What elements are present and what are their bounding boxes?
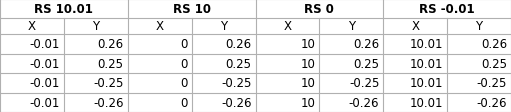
Text: 0.25: 0.25: [225, 57, 251, 70]
Text: -0.25: -0.25: [94, 77, 124, 89]
Text: 10: 10: [300, 57, 315, 70]
Text: -0.25: -0.25: [221, 77, 251, 89]
Text: RS 10: RS 10: [173, 3, 211, 16]
Text: 10: 10: [300, 96, 315, 109]
Text: 0.26: 0.26: [98, 38, 124, 51]
Text: -0.25: -0.25: [477, 77, 507, 89]
Text: X: X: [28, 20, 36, 33]
Text: 0.25: 0.25: [481, 57, 507, 70]
Text: 0: 0: [180, 57, 188, 70]
Text: RS -0.01: RS -0.01: [420, 3, 475, 16]
Text: -0.26: -0.26: [93, 96, 124, 109]
Text: 0.25: 0.25: [98, 57, 124, 70]
Text: X: X: [411, 20, 419, 33]
Text: Y: Y: [220, 20, 227, 33]
Text: 10: 10: [300, 38, 315, 51]
Text: 0.25: 0.25: [353, 57, 379, 70]
Text: Y: Y: [348, 20, 355, 33]
Text: 0: 0: [180, 77, 188, 89]
Text: -0.01: -0.01: [30, 96, 60, 109]
Text: 0.26: 0.26: [353, 38, 379, 51]
Text: -0.01: -0.01: [30, 57, 60, 70]
Text: 10.01: 10.01: [410, 38, 443, 51]
Text: Y: Y: [92, 20, 99, 33]
Text: X: X: [284, 20, 291, 33]
Text: -0.26: -0.26: [476, 96, 507, 109]
Text: 10: 10: [300, 77, 315, 89]
Text: -0.01: -0.01: [30, 38, 60, 51]
Text: X: X: [156, 20, 164, 33]
Text: RS 10.01: RS 10.01: [34, 3, 94, 16]
Text: 0: 0: [180, 96, 188, 109]
Text: -0.01: -0.01: [30, 77, 60, 89]
Text: RS 0: RS 0: [305, 3, 334, 16]
Text: 0: 0: [180, 38, 188, 51]
Text: -0.26: -0.26: [349, 96, 379, 109]
Text: Y: Y: [476, 20, 482, 33]
Text: 0.26: 0.26: [481, 38, 507, 51]
Text: 10.01: 10.01: [410, 77, 443, 89]
Text: 0.26: 0.26: [225, 38, 251, 51]
Text: -0.26: -0.26: [221, 96, 251, 109]
Text: 10.01: 10.01: [410, 57, 443, 70]
Text: -0.25: -0.25: [349, 77, 379, 89]
Text: 10.01: 10.01: [410, 96, 443, 109]
